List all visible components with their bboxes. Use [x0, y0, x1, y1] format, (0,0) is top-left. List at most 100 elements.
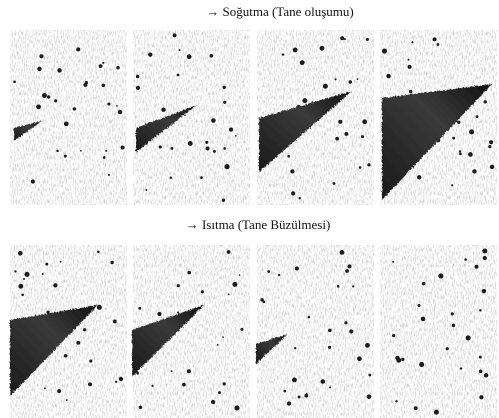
particle — [360, 135, 365, 139]
particle — [307, 315, 311, 319]
particle — [298, 197, 301, 200]
particle — [56, 149, 59, 153]
particle — [297, 395, 301, 399]
particle — [290, 169, 295, 174]
particle — [97, 250, 100, 254]
particle — [234, 134, 237, 137]
particle — [80, 149, 82, 152]
particle — [221, 198, 226, 202]
particle — [178, 49, 181, 52]
particle — [227, 293, 230, 296]
particle — [63, 121, 69, 127]
particle — [37, 66, 42, 72]
particle — [41, 93, 47, 98]
particle — [347, 264, 352, 269]
particle — [319, 45, 325, 51]
particle — [222, 85, 226, 90]
particle — [392, 260, 395, 263]
particle — [450, 312, 454, 316]
particle — [205, 140, 209, 144]
particle — [157, 311, 162, 317]
particle — [115, 380, 118, 383]
particle — [36, 104, 41, 110]
particle — [409, 89, 413, 94]
grain — [259, 91, 352, 172]
particle — [339, 250, 345, 255]
particle — [395, 400, 398, 403]
particle — [344, 132, 349, 136]
grain — [136, 105, 197, 152]
particle — [45, 262, 49, 266]
particle — [262, 300, 266, 304]
particle — [232, 281, 238, 287]
particle — [187, 141, 193, 146]
particle — [277, 273, 281, 277]
particle — [345, 269, 349, 273]
particle — [57, 389, 62, 394]
particle — [222, 336, 224, 338]
particle — [112, 319, 117, 324]
particle — [267, 270, 271, 273]
particle — [482, 248, 488, 254]
particle — [53, 283, 58, 288]
caption: → Soğutma (Tane oluşumu) — [206, 4, 354, 19]
particle — [238, 274, 241, 276]
particle — [63, 154, 67, 158]
particle — [176, 284, 180, 288]
particle — [365, 37, 369, 41]
particle — [84, 81, 89, 85]
particle — [158, 145, 162, 149]
particle — [392, 334, 396, 338]
particle — [177, 311, 180, 314]
particle — [291, 377, 297, 383]
particle — [413, 406, 418, 411]
particle — [358, 166, 362, 169]
particle — [336, 285, 340, 288]
particle — [302, 98, 308, 104]
particle — [18, 283, 24, 289]
particle — [340, 36, 345, 41]
particle — [212, 149, 216, 153]
particle — [223, 147, 227, 150]
particle — [222, 382, 226, 386]
particle — [46, 95, 51, 99]
particle — [107, 173, 110, 176]
particle — [481, 288, 487, 294]
particle — [357, 356, 362, 362]
particle — [482, 255, 487, 261]
particle — [57, 68, 62, 73]
particle — [118, 376, 124, 382]
particle — [43, 387, 46, 390]
particle — [46, 310, 50, 314]
particle — [186, 54, 192, 60]
particle — [88, 382, 92, 387]
grain — [14, 121, 42, 141]
particle — [458, 150, 462, 153]
particle — [304, 393, 309, 398]
particle — [210, 399, 216, 405]
particle — [483, 373, 489, 378]
particle — [328, 386, 332, 389]
particle — [83, 328, 87, 332]
particle — [362, 119, 368, 125]
particle — [170, 146, 174, 150]
particle — [116, 65, 120, 70]
particle — [328, 345, 332, 349]
particle — [386, 73, 391, 79]
particle — [151, 384, 154, 387]
particle — [451, 323, 456, 328]
particle — [102, 156, 106, 159]
particle — [468, 152, 473, 157]
particle — [352, 285, 355, 288]
particle — [13, 80, 16, 84]
particle — [138, 306, 142, 310]
particle — [407, 64, 412, 69]
particle — [187, 270, 191, 275]
particle — [407, 58, 410, 61]
particle — [205, 146, 210, 151]
particle — [107, 102, 111, 106]
particle — [89, 359, 93, 363]
particle — [459, 152, 462, 156]
particle — [211, 118, 216, 123]
particle — [76, 340, 81, 345]
